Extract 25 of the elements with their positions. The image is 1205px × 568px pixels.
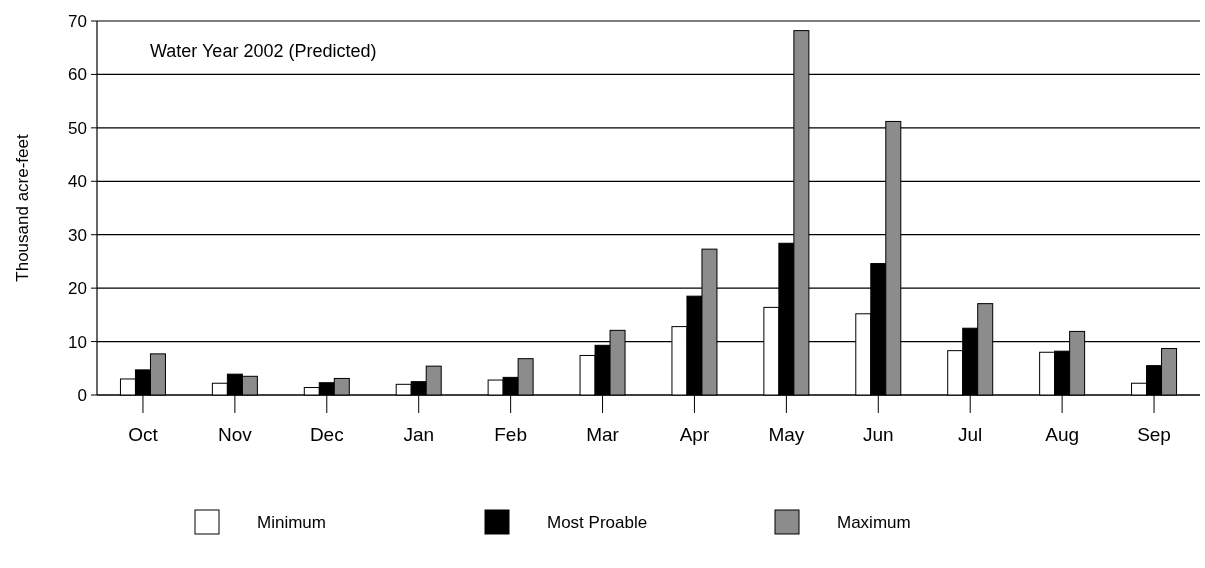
x-tick-label: Mar xyxy=(586,424,620,445)
y-tick-label: 30 xyxy=(68,225,87,245)
y-axis-title: Thousand acre-feet xyxy=(13,134,32,282)
legend-label: Maximum xyxy=(837,513,911,532)
x-tick-label: Sep xyxy=(1137,424,1171,445)
x-tick-label: Aug xyxy=(1045,424,1080,445)
y-tick-label: 20 xyxy=(68,279,87,299)
x-tick-label: Nov xyxy=(217,424,253,445)
y-tick-label: 40 xyxy=(68,172,87,192)
x-tick-label: Jan xyxy=(403,424,435,445)
y-tick-label: 10 xyxy=(68,332,87,352)
x-tick-label: Jun xyxy=(862,424,894,445)
y-tick-label: 60 xyxy=(68,65,87,85)
text: Water Year 2002 (Predicted) xyxy=(150,41,377,61)
legend-label: Most Proable xyxy=(547,513,648,532)
x-tick-label: Feb xyxy=(494,424,527,445)
x-tick-label: Dec xyxy=(309,424,344,445)
y-tick-label: 0 xyxy=(77,385,87,405)
legend-label: Minimum xyxy=(257,513,326,532)
x-tick-label: Oct xyxy=(128,424,159,445)
x-tick-label: Apr xyxy=(679,424,710,445)
x-tick-label: Jul xyxy=(958,424,983,445)
y-tick-label: 70 xyxy=(68,11,87,31)
y-tick-label: 50 xyxy=(68,118,87,138)
x-tick-label: May xyxy=(768,424,805,445)
